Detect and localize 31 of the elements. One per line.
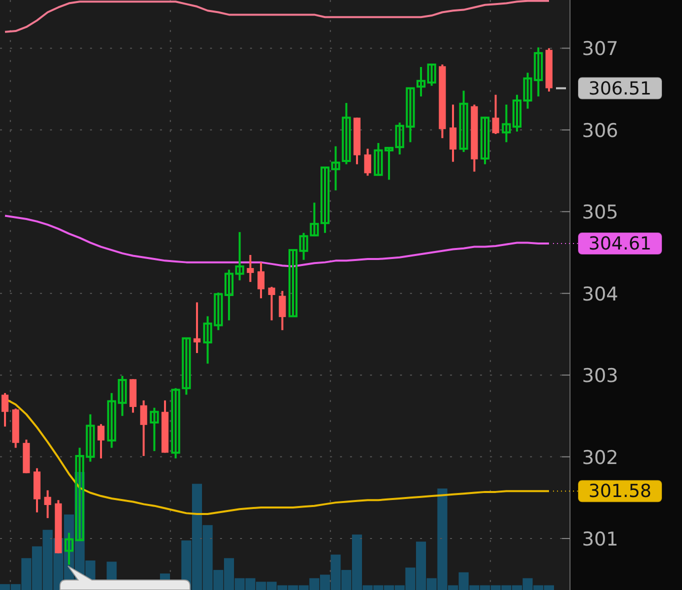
y-tick-label: 301 bbox=[582, 528, 618, 551]
candlestick bbox=[182, 337, 191, 396]
y-tick-label: 306 bbox=[582, 120, 618, 142]
candlestick bbox=[268, 286, 276, 322]
y-tick-label: 304 bbox=[582, 283, 618, 306]
candlestick bbox=[364, 148, 372, 177]
line-series bbox=[4, 214, 550, 268]
candlestick bbox=[342, 102, 351, 166]
candlestick bbox=[278, 290, 286, 332]
candlestick bbox=[44, 489, 52, 520]
ref-line-label: 306.51 bbox=[588, 78, 652, 100]
candlestick bbox=[406, 87, 415, 144]
candlestick bbox=[140, 399, 148, 457]
candlestick bbox=[246, 254, 254, 283]
candlestick bbox=[203, 315, 212, 365]
candlestick bbox=[492, 94, 500, 136]
candlestick bbox=[171, 387, 180, 460]
data-label: 304.61 bbox=[588, 234, 652, 255]
data-label: 301.58 bbox=[588, 481, 652, 502]
line-series bbox=[4, 0, 550, 33]
y-tick-label: 303 bbox=[582, 365, 618, 388]
candlestick bbox=[534, 46, 543, 98]
candlestick bbox=[86, 413, 95, 463]
y-tick-label: 302 bbox=[582, 446, 618, 469]
y-tick-label: 305 bbox=[582, 202, 618, 224]
y-tick-label: 307 bbox=[582, 38, 618, 60]
candlestick bbox=[459, 90, 468, 153]
candlestick bbox=[107, 392, 116, 449]
candlestick bbox=[118, 374, 127, 417]
candlestick bbox=[150, 406, 159, 452]
candlestick bbox=[480, 116, 490, 166]
